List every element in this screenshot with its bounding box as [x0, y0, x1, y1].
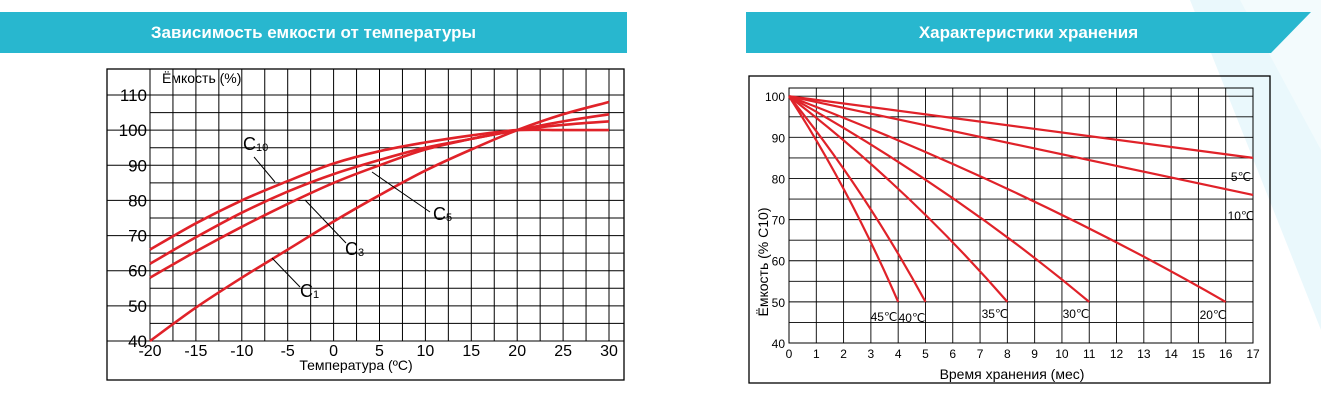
series-label-subscript: 5: [446, 212, 452, 224]
storage-line-1: [788, 95, 1254, 196]
curve-c1: [149, 100, 610, 343]
series-label: 30℃: [1063, 307, 1090, 321]
series-label: 40℃: [899, 311, 926, 325]
x-tick-label: 2: [840, 347, 847, 361]
label-leader-line: [371, 171, 431, 213]
y-tick-label: 100: [765, 90, 785, 104]
x-tick-label: 0: [786, 347, 793, 361]
x-tick-label: 8: [1004, 347, 1011, 361]
y-tick-label: 80: [128, 191, 147, 210]
series-label-main: C: [243, 134, 256, 154]
chart-header-capacity-temperature: Зависимость емкости от температуры: [0, 12, 627, 53]
y-tick-label: 70: [772, 214, 786, 228]
curve-c10: [149, 128, 609, 251]
x-tick-label: 15: [462, 343, 480, 360]
y-tick-label: 40: [128, 332, 147, 351]
series-label: 20℃: [1200, 308, 1227, 322]
x-tick-label: 13: [1137, 347, 1151, 361]
y-tick-label: 110: [120, 86, 147, 105]
plot-frame: [106, 68, 625, 381]
plot-frame: [748, 75, 1271, 384]
x-tick-label: 4: [895, 347, 902, 361]
x-tick-label: 15: [1192, 347, 1206, 361]
series-label-main: C: [345, 239, 358, 259]
x-tick-label: 6: [949, 347, 956, 361]
series-label-subscript: 10: [256, 142, 268, 154]
x-axis-label: Температура (ºC): [299, 357, 412, 373]
storage-line-6: [788, 95, 900, 303]
label-leader-line: [304, 199, 347, 244]
x-tick-label: 9: [1031, 347, 1038, 361]
series-label-main: C: [433, 204, 446, 224]
series-label: 5℃: [1231, 170, 1251, 184]
series-label-subscript: 3: [358, 247, 364, 259]
storage-line-3: [788, 95, 1090, 303]
label-leader-line: [271, 257, 301, 288]
series-label: 10℃: [1228, 209, 1255, 223]
y-tick-label: 90: [772, 131, 786, 145]
x-tick-label: 5: [922, 347, 929, 361]
y-axis-label: Ёмкость (% C10): [755, 208, 771, 317]
y-tick-label: 70: [128, 227, 147, 246]
storage-line-0: [788, 95, 1254, 159]
x-tick-label: 1: [813, 347, 820, 361]
x-tick-label: 0: [329, 343, 338, 360]
series-label-main: C: [300, 281, 313, 301]
y-tick-label: 60: [128, 262, 147, 281]
x-tick-label: 3: [868, 347, 875, 361]
series-label: 35℃: [982, 307, 1009, 321]
x-tick-label: 20: [508, 343, 526, 360]
y-axis-label: Ёмкость (%): [162, 70, 241, 86]
y-tick-label: 100: [119, 121, 147, 140]
y-tick-label: 60: [772, 255, 786, 269]
y-tick-label: 80: [772, 172, 786, 186]
series-label: 45℃: [871, 310, 898, 324]
x-tick-label: -20: [138, 343, 161, 360]
storage-line-2: [788, 95, 1227, 303]
storage-line-5: [788, 95, 927, 303]
plot-area: [788, 87, 1254, 344]
y-tick-label: 90: [128, 156, 147, 175]
x-tick-label: -10: [230, 343, 253, 360]
curve-c3: [149, 113, 610, 279]
x-axis-label: Время хранения (мес): [940, 366, 1085, 382]
chart-header-storage: Характеристики хранения: [746, 12, 1311, 53]
storage-line-4: [788, 95, 1009, 303]
y-tick-label: 50: [128, 297, 147, 316]
x-tick-label: 14: [1164, 347, 1178, 361]
x-tick-label: -15: [184, 343, 207, 360]
x-tick-label: 7: [977, 347, 984, 361]
label-leader-line: [253, 156, 276, 183]
x-tick-label: 25: [554, 343, 572, 360]
series-label-subscript: 1: [313, 289, 319, 301]
x-tick-label: 10: [1055, 347, 1069, 361]
x-tick-label: 11: [1083, 347, 1096, 361]
chart-header-title: Характеристики хранения: [918, 22, 1139, 42]
x-tick-label: 12: [1110, 347, 1124, 361]
x-tick-label: 16: [1219, 347, 1233, 361]
x-tick-label: -5: [281, 343, 295, 360]
x-tick-label: 30: [600, 343, 618, 360]
x-tick-label: 10: [417, 343, 435, 360]
y-tick-label: 40: [772, 337, 786, 351]
chart-header-title: Зависимость емкости от температуры: [150, 22, 477, 42]
x-tick-label: 17: [1246, 347, 1260, 361]
y-tick-label: 50: [772, 296, 786, 310]
x-tick-label: 5: [375, 343, 384, 360]
